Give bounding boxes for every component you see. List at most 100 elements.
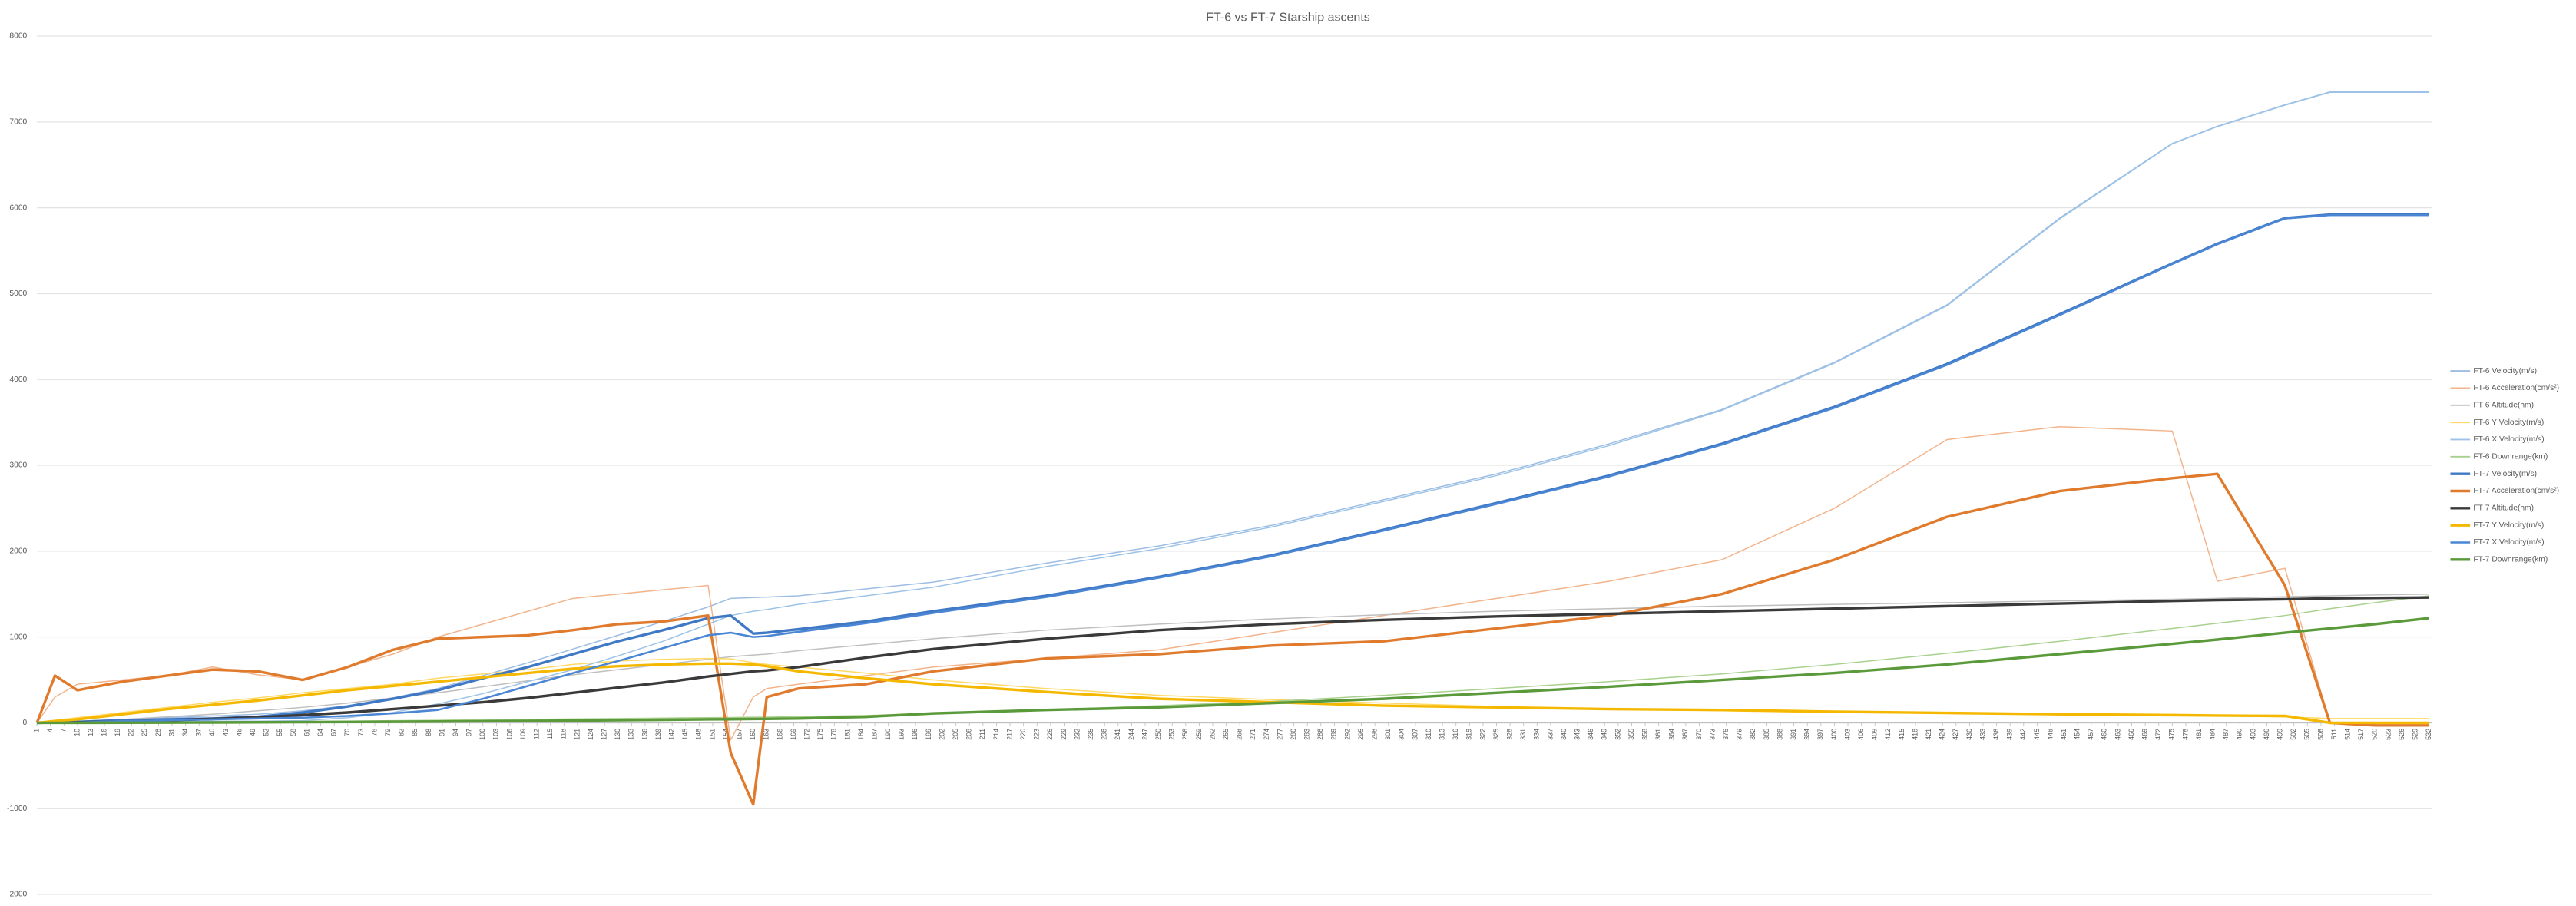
x-tick-label: 343: [1573, 729, 1581, 740]
x-tick-label: 82: [398, 729, 406, 736]
x-tick-label: 199: [925, 729, 932, 740]
x-tick-label: 196: [911, 729, 919, 740]
x-tick-label: 508: [2316, 729, 2324, 740]
y-tick-label: 7000: [9, 118, 27, 127]
series-line: [37, 617, 2429, 725]
x-tick-label: 283: [1303, 729, 1311, 740]
x-tick-label: 112: [533, 729, 541, 739]
x-tick-label: 403: [1843, 729, 1851, 740]
x-tick-label: 481: [2195, 729, 2203, 740]
y-tick-label: -1000: [7, 805, 28, 813]
x-tick-label: 271: [1249, 729, 1257, 740]
x-tick-label: 211: [978, 729, 986, 739]
x-tick-label: 94: [452, 729, 459, 736]
y-tick-label: 8000: [9, 32, 27, 41]
x-tick-label: 400: [1830, 729, 1838, 740]
x-tick-label: 31: [167, 729, 175, 736]
x-tick-label: 226: [1046, 729, 1054, 740]
x-tick-label: 487: [2222, 729, 2230, 740]
x-tick-label: 277: [1276, 729, 1283, 740]
x-tick-label: 511: [2330, 729, 2338, 739]
y-tick-label: 6000: [9, 203, 27, 212]
x-tick-label: 151: [708, 729, 716, 740]
x-tick-label: 154: [722, 729, 730, 740]
x-tick-label: 208: [965, 729, 973, 740]
x-tick-label: 439: [2006, 729, 2014, 740]
x-tick-label: 505: [2303, 729, 2311, 740]
x-tick-label: 28: [154, 729, 162, 736]
x-tick-label: 322: [1478, 729, 1486, 740]
x-tick-label: 181: [843, 729, 851, 740]
x-tick-label: 382: [1749, 729, 1757, 740]
x-tick-label: 244: [1127, 729, 1135, 740]
x-tick-label: 451: [2060, 729, 2068, 740]
x-tick-label: 463: [2114, 729, 2121, 740]
x-tick-label: 484: [2209, 729, 2217, 740]
x-tick-label: 115: [546, 729, 554, 739]
x-tick-label: 139: [654, 729, 662, 740]
x-tick-label: 493: [2249, 729, 2256, 740]
x-tick-label: 427: [1952, 729, 1959, 740]
x-tick-label: 238: [1101, 729, 1108, 740]
x-tick-label: 349: [1601, 729, 1608, 740]
x-tick-label: 43: [222, 729, 230, 736]
x-tick-label: 466: [2127, 729, 2135, 740]
x-tick-label: 391: [1790, 729, 1797, 740]
x-tick-label: 214: [992, 729, 1000, 740]
x-tick-label: 325: [1492, 729, 1500, 740]
x-tick-label: 430: [1965, 729, 1973, 740]
x-tick-label: 313: [1439, 729, 1446, 740]
x-tick-label: 49: [249, 729, 257, 736]
x-tick-label: 7: [60, 729, 68, 732]
x-tick-label: 58: [290, 729, 297, 736]
x-tick-label: 190: [884, 729, 892, 740]
x-tick-label: 64: [316, 729, 324, 736]
x-tick-label: 337: [1546, 729, 1554, 740]
x-tick-label: 352: [1614, 729, 1621, 740]
legend-label: FT-6 Altitude(hm): [2473, 401, 2534, 409]
legend: FT-6 Velocity(m/s) FT-6 Acceleration(cm/s…: [2450, 367, 2559, 564]
x-tick-label: 37: [195, 729, 203, 736]
x-tick-label: 157: [735, 729, 743, 740]
x-tick-label: 106: [505, 729, 513, 740]
x-tick-label: 187: [870, 729, 878, 740]
x-tick-label: 124: [587, 729, 594, 740]
x-tick-label: 445: [2033, 729, 2041, 740]
x-tick-label: 217: [1005, 729, 1013, 740]
x-tick-label: 259: [1195, 729, 1203, 740]
x-tick-label: 454: [2074, 729, 2081, 740]
series-line: [36, 425, 2429, 741]
x-tick-label: 490: [2236, 729, 2243, 740]
x-tick-label: 247: [1141, 729, 1148, 740]
x-tick-label: 145: [681, 729, 689, 740]
x-tick-label: 433: [1978, 729, 1986, 740]
legend-label: FT-6 Downrange(km): [2473, 453, 2548, 461]
x-tick-label: 40: [208, 729, 216, 736]
y-tick-label: -2000: [7, 891, 28, 899]
x-tick-label: 184: [857, 729, 865, 740]
x-tick-label: 142: [668, 729, 676, 740]
x-tick-label: 97: [465, 729, 473, 736]
x-tick-label: 469: [2141, 729, 2149, 740]
x-tick-label: 412: [1884, 729, 1892, 740]
x-tick-label: 289: [1330, 729, 1338, 740]
chart-title: FT-6 vs FT-7 Starship ascents: [1206, 11, 1370, 25]
series-line: [35, 472, 2429, 806]
x-tick-label: 475: [2168, 729, 2176, 740]
x-tick-label: 502: [2290, 729, 2297, 740]
x-tick-label: 76: [370, 729, 378, 736]
x-tick-label: 52: [263, 729, 270, 736]
x-tick-label: 346: [1587, 729, 1594, 740]
x-tick-label: 331: [1519, 729, 1527, 740]
x-tick-label: 202: [938, 729, 945, 740]
legend-label: FT-6 Acceleration(cm/s²): [2473, 384, 2559, 392]
x-tick-label: 10: [73, 729, 81, 736]
x-tick-label: 175: [816, 729, 824, 740]
x-tick-label: 358: [1641, 729, 1648, 740]
x-tick-label: 223: [1033, 729, 1041, 740]
x-tick-label: 91: [438, 729, 445, 736]
x-tick-label: 436: [1992, 729, 2000, 740]
x-tick-label: 478: [2181, 729, 2189, 740]
x-tick-label: 298: [1371, 729, 1379, 740]
x-tick-label: 517: [2357, 729, 2365, 740]
